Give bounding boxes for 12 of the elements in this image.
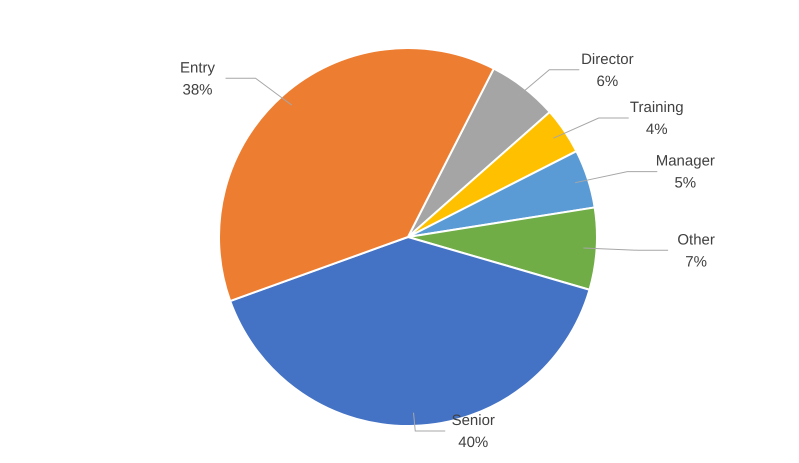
data-label: 5% <box>674 174 696 192</box>
slice-label: Training <box>630 99 684 116</box>
data-label: 7% <box>685 253 707 270</box>
slice-label: Manager <box>656 152 715 170</box>
data-label: 40% <box>458 434 488 452</box>
data-label: 6% <box>596 72 618 90</box>
data-label: 4% <box>646 121 668 138</box>
slice-label: Other <box>677 231 715 248</box>
slice-label: Director <box>581 50 634 68</box>
data-label: 38% <box>182 81 213 98</box>
slice-label: Senior <box>452 412 495 430</box>
slice-label: Entry <box>180 59 216 76</box>
